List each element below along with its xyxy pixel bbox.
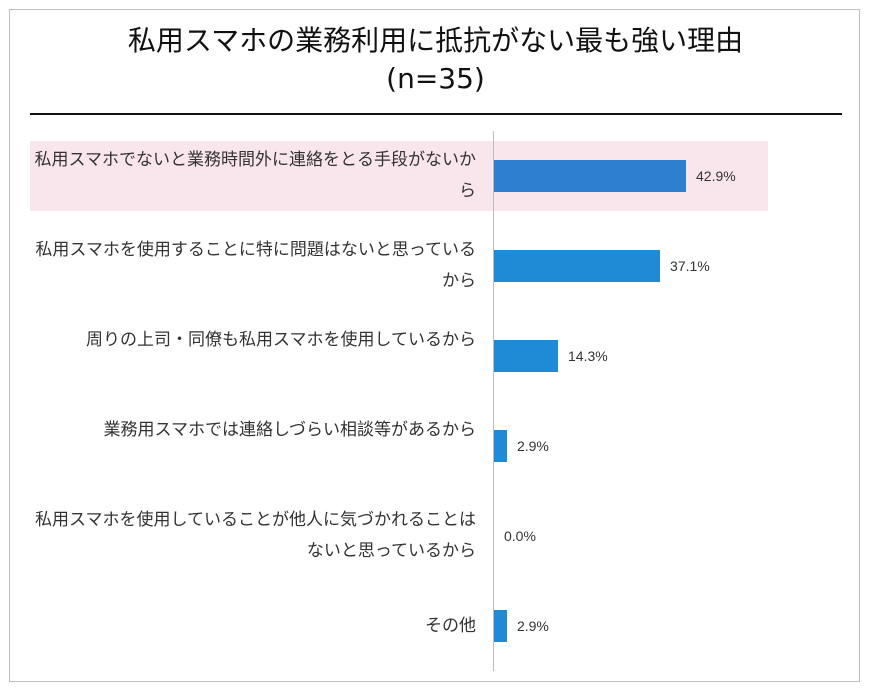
- chart-title: 私用スマホの業務利用に抵抗がない最も強い理由 (n=35): [0, 22, 871, 98]
- value-label: 42.9%: [696, 168, 736, 184]
- category-label: 私用スマホを使用していることが他人に気づかれることはないと思っているから: [35, 510, 476, 561]
- value-label: 2.9%: [516, 438, 549, 454]
- category-axis-line: [493, 131, 494, 671]
- chart-title-line-1: 私用スマホの業務利用に抵抗がない最も強い理由: [127, 24, 744, 57]
- category-label: 周りの上司・同僚も私用スマホを使用しているから: [86, 330, 476, 350]
- value-label: 0.0%: [504, 528, 536, 544]
- category-label: 私用スマホを使用することに特に問題はないと思っているから: [35, 240, 476, 291]
- bar: [494, 160, 686, 192]
- category-label: 私用スマホでないと業務時間外に連絡をとる手段がないから: [34, 150, 477, 201]
- category-label: その他: [425, 615, 476, 636]
- category-label: 業務用スマホでは連絡しづらい相談等があるから: [103, 420, 476, 440]
- bar: [494, 250, 661, 282]
- value-label: 2.9%: [516, 618, 549, 634]
- value-label: 37.1%: [670, 258, 710, 274]
- bar: [494, 610, 507, 642]
- chart-title-line-2: (n=35): [386, 62, 485, 95]
- bar: [494, 340, 558, 372]
- chart-frame: [9, 9, 860, 682]
- bar: [494, 430, 507, 462]
- value-label: 14.3%: [568, 348, 608, 364]
- title-divider: [30, 113, 842, 115]
